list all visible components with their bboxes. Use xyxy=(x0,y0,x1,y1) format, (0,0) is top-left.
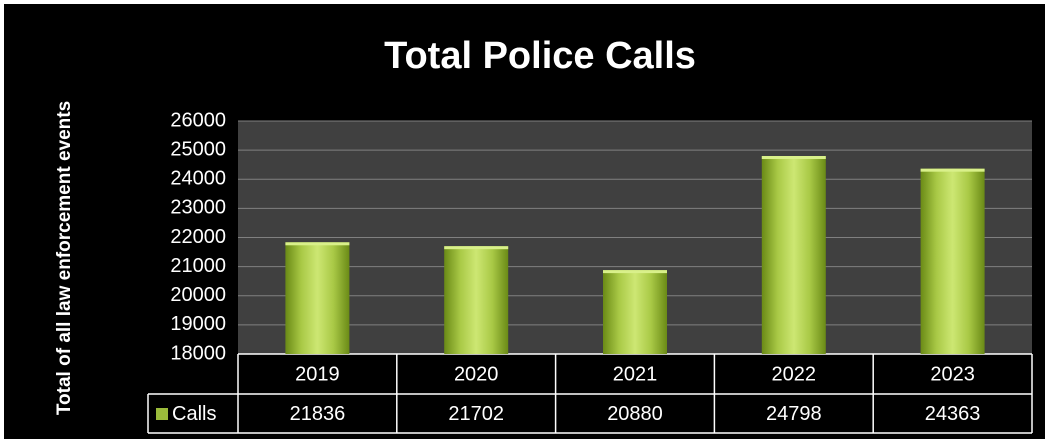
legend-key xyxy=(156,408,168,420)
bar-cap xyxy=(285,242,350,246)
y-tick-label: 26000 xyxy=(170,109,226,131)
table-value: 24798 xyxy=(766,403,822,425)
y-tick-label: 25000 xyxy=(170,138,226,160)
x-tick-label: 2022 xyxy=(772,363,817,385)
bar xyxy=(603,270,667,354)
y-tick-label: 22000 xyxy=(170,226,226,248)
table-value: 21836 xyxy=(290,403,346,425)
y-tick-label: 24000 xyxy=(170,168,226,190)
bar xyxy=(761,156,826,354)
y-tick-label: 20000 xyxy=(170,284,226,306)
x-tick-label: 2020 xyxy=(454,363,499,385)
chart-title: Total Police Calls xyxy=(384,35,696,77)
y-tick-label: 19000 xyxy=(170,313,226,335)
bar xyxy=(920,168,985,354)
table-value: 24363 xyxy=(925,403,981,425)
bar xyxy=(444,246,509,354)
bar-cap xyxy=(444,246,509,250)
y-tick-label: 18000 xyxy=(170,342,226,364)
legend-label: Calls xyxy=(172,403,216,425)
bar-cap xyxy=(761,156,826,160)
table-value: 20880 xyxy=(607,403,663,425)
x-tick-label: 2019 xyxy=(295,363,340,385)
bar xyxy=(285,242,350,354)
y-tick-label: 23000 xyxy=(170,197,226,219)
y-tick-label: 21000 xyxy=(170,255,226,277)
bar-cap xyxy=(920,168,985,172)
x-tick-label: 2023 xyxy=(930,363,975,385)
bar-cap xyxy=(603,270,667,274)
x-tick-label: 2021 xyxy=(613,363,658,385)
y-axis-title: Total of all law enforcement events xyxy=(54,100,75,416)
table-value: 21702 xyxy=(448,403,504,425)
